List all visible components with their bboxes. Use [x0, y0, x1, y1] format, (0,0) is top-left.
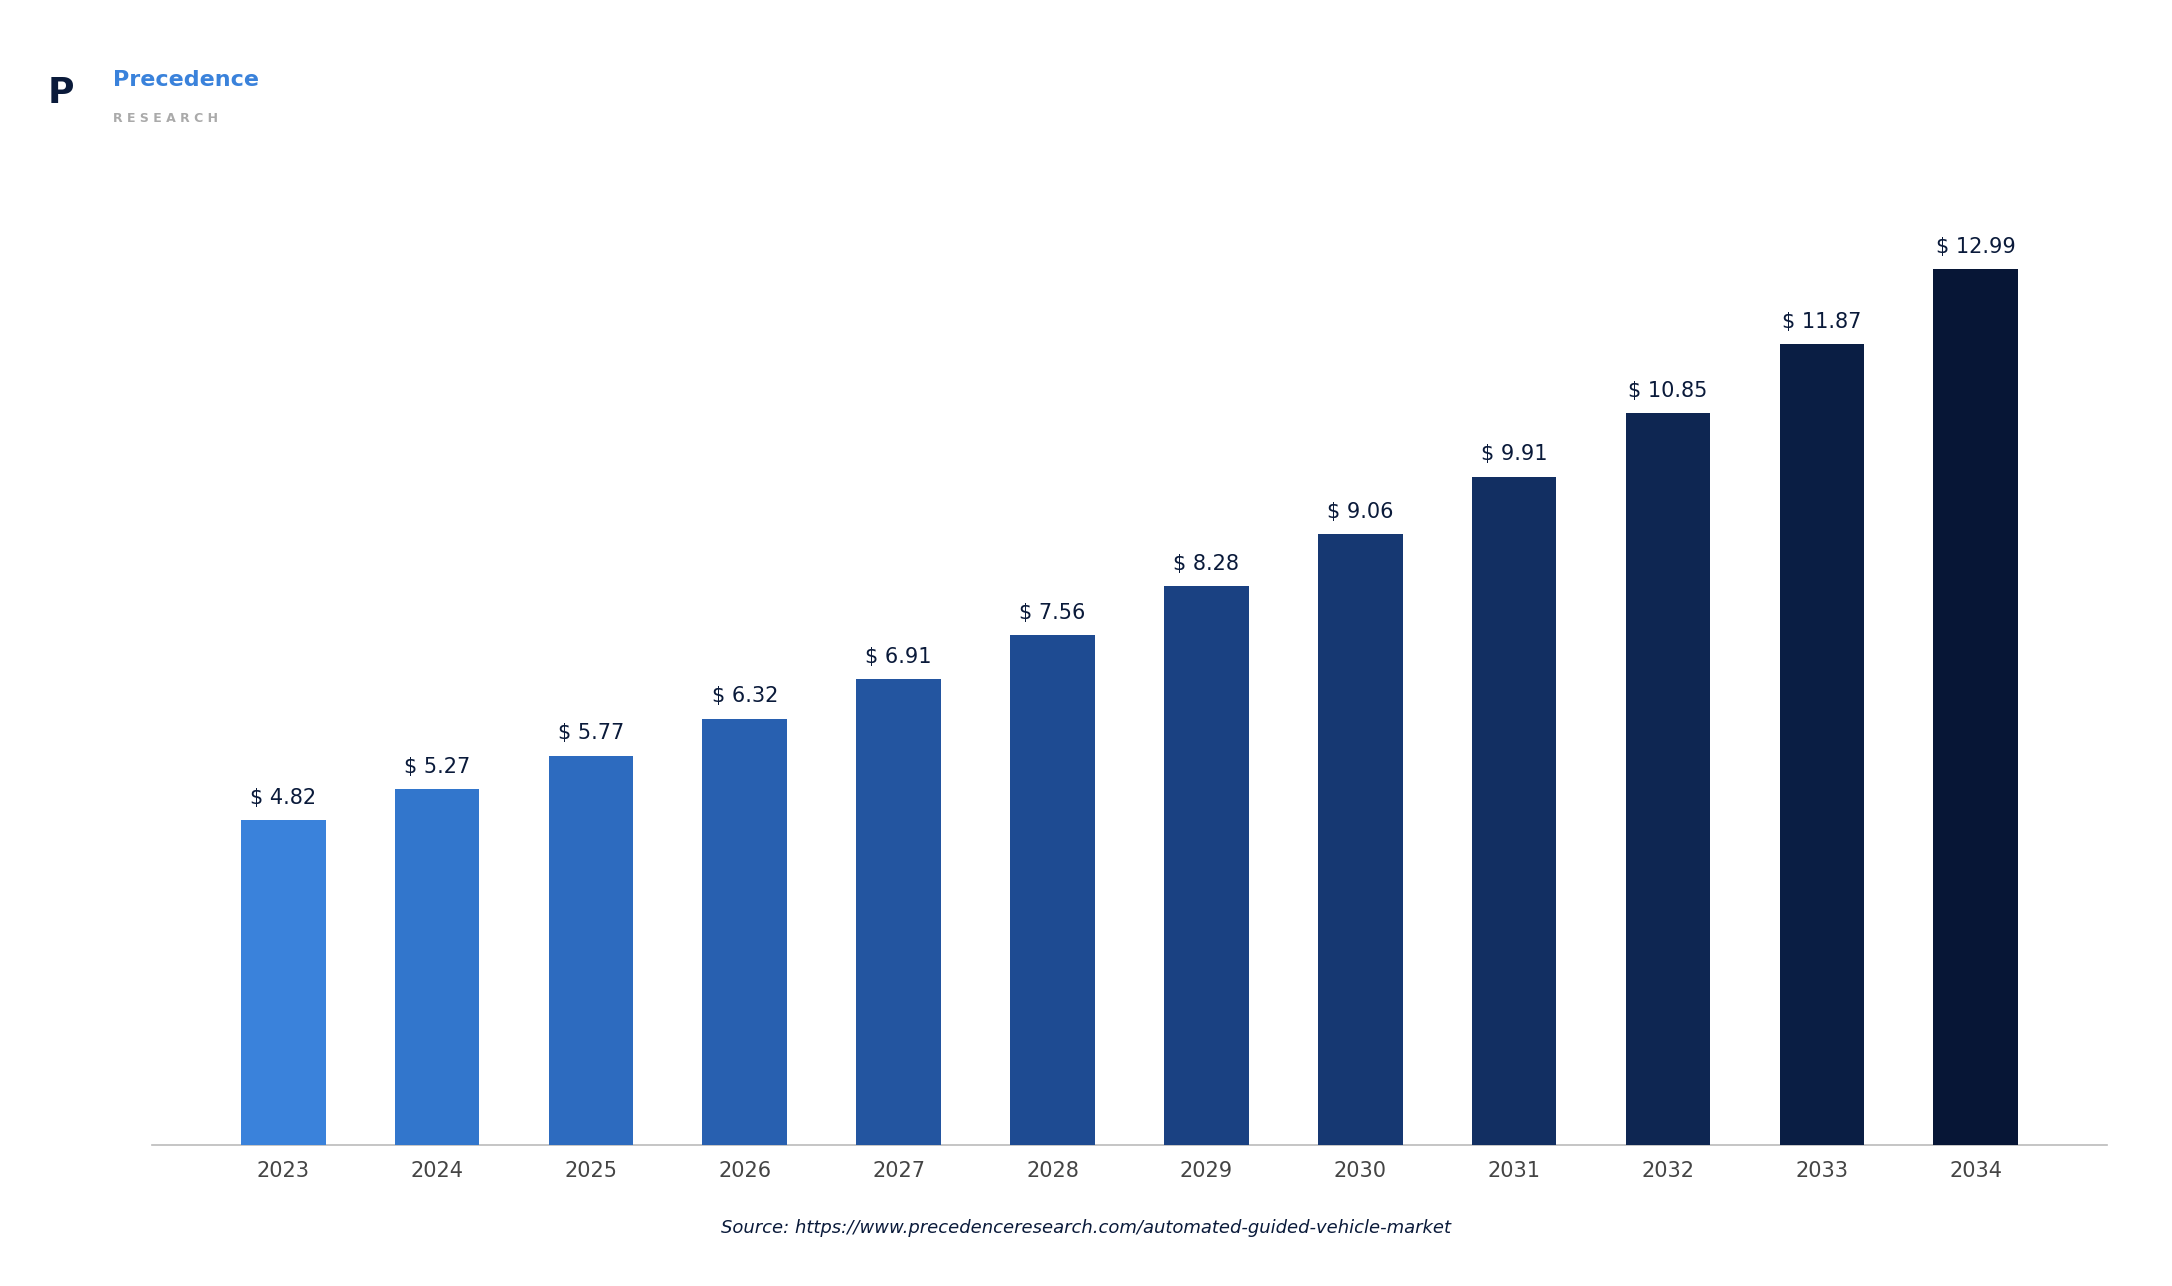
Bar: [1779, 345, 1864, 1145]
Text: $ 9.91: $ 9.91: [1481, 445, 1546, 464]
Bar: [395, 790, 480, 1145]
Bar: [1318, 534, 1403, 1145]
Bar: [1473, 477, 1557, 1145]
Text: $ 11.87: $ 11.87: [1781, 312, 1861, 332]
Text: R E S E A R C H: R E S E A R C H: [113, 112, 217, 125]
Text: $ 5.27: $ 5.27: [404, 757, 469, 777]
Text: $ 6.91: $ 6.91: [864, 647, 932, 666]
Bar: [1625, 413, 1709, 1145]
Bar: [550, 756, 634, 1145]
Text: $ 7.56: $ 7.56: [1019, 603, 1086, 622]
Text: Automated Guided Vehicle Market Size 2023 to 2034 (USD Billion): Automated Guided Vehicle Market Size 202…: [717, 75, 1959, 108]
Text: $ 9.06: $ 9.06: [1327, 502, 1394, 522]
Text: Precedence: Precedence: [113, 69, 258, 90]
Text: $ 4.82: $ 4.82: [250, 787, 317, 808]
Text: Source: https://www.precedenceresearch.com/automated-guided-vehicle-market: Source: https://www.precedenceresearch.c…: [721, 1219, 1451, 1237]
Bar: [1010, 635, 1095, 1145]
Text: $ 8.28: $ 8.28: [1173, 554, 1240, 575]
Bar: [702, 719, 786, 1145]
Text: P: P: [48, 76, 74, 109]
Text: $ 12.99: $ 12.99: [1935, 237, 2016, 257]
Bar: [241, 819, 326, 1145]
Text: $ 10.85: $ 10.85: [1629, 381, 1707, 401]
Text: $ 5.77: $ 5.77: [558, 724, 623, 743]
Bar: [856, 679, 940, 1145]
Text: $ 6.32: $ 6.32: [712, 687, 778, 706]
Bar: [1933, 269, 2018, 1145]
Bar: [1164, 586, 1249, 1145]
